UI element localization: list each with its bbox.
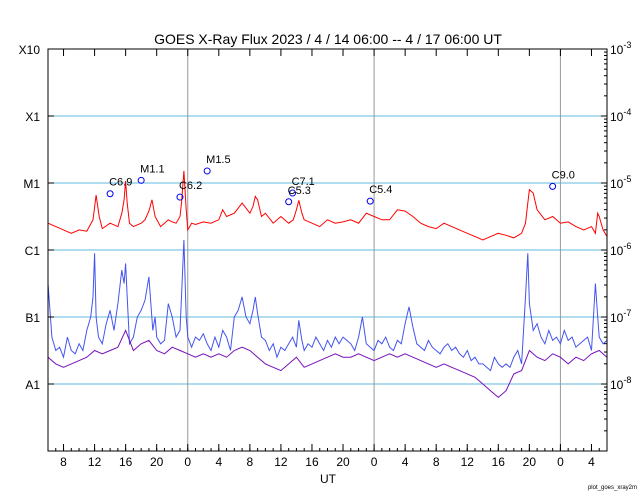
grid-layer — [48, 49, 607, 451]
x-tick-label: 4 — [215, 455, 222, 469]
flare-marker — [137, 176, 145, 184]
right-axis-label: 10-6 — [610, 241, 631, 258]
series-short-line — [47, 239, 608, 372]
x-tick-label: 12 — [461, 455, 475, 469]
flare-marker — [176, 193, 184, 201]
flare-class-label: X1 — [25, 110, 40, 124]
flare-label: C9.0 — [552, 169, 575, 181]
x-tick-label: 0 — [184, 455, 191, 469]
right-axis-exponent: -8 — [623, 375, 631, 385]
x-tick-label: 16 — [305, 455, 319, 469]
flare-label: C5.4 — [369, 184, 392, 196]
flare-class-label: C1 — [25, 244, 41, 258]
footer-label: plot_goes_xray2m — [588, 485, 637, 491]
flare-class-label: B1 — [25, 311, 40, 325]
flare-marker — [366, 197, 374, 205]
x-tick-label: 8 — [60, 455, 67, 469]
flare-class-label: M1 — [23, 177, 40, 191]
right-axis-base: 10 — [610, 244, 624, 258]
x-tick-label: 0 — [371, 455, 378, 469]
flare-marker — [203, 167, 211, 175]
right-axis-base: 10 — [610, 311, 624, 325]
x-tick-label: 0 — [557, 455, 564, 469]
right-axis-label: 10-4 — [610, 107, 631, 124]
right-axis-label: 10-8 — [610, 375, 631, 392]
right-axis-base: 10 — [610, 110, 624, 124]
x-tick-label: 12 — [274, 455, 288, 469]
right-axis-label: 10-7 — [610, 308, 631, 325]
right-axis-exponent: -4 — [623, 107, 631, 117]
right-axis-exponent: -3 — [623, 40, 631, 50]
flare-marker — [289, 189, 297, 197]
x-tick-label: 20 — [150, 455, 164, 469]
right-axis-exponent: -6 — [623, 241, 631, 251]
x-tick-label: 12 — [88, 455, 102, 469]
right-axis-label: 10-5 — [610, 174, 631, 191]
flare-class-label: A1 — [25, 378, 40, 392]
axes-layer: 8 12 16 20 0 4 8 12 16 20 0 4 8 12 16 20 0 4 X10 X1 M1 C1 B1 A1… — [19, 40, 632, 469]
flare-marker — [106, 190, 114, 198]
flare-label: C6.9 — [109, 177, 132, 189]
chart-title: GOES X-Ray Flux 2023 / 4 / 14 06:00 -- 4… — [154, 31, 502, 47]
series-long-line — [47, 170, 608, 241]
x-tick-label: 20 — [523, 455, 537, 469]
series-short-envelope-line — [47, 329, 608, 399]
flare-label: C5.3 — [288, 185, 311, 197]
flare-label: C7.1 — [292, 176, 315, 188]
x-axis-label: UT — [320, 472, 337, 486]
x-tick-label: 8 — [433, 455, 440, 469]
right-axis-exponent: -7 — [623, 308, 631, 318]
flare-label: M1.5 — [206, 154, 230, 166]
x-tick-label: 4 — [402, 455, 409, 469]
right-axis-base: 10 — [610, 177, 624, 191]
x-tick-label: 4 — [588, 455, 595, 469]
flare-label: M1.1 — [140, 163, 164, 175]
x-tick-label: 16 — [119, 455, 133, 469]
x-tick-label: 8 — [247, 455, 254, 469]
flare-marker — [285, 198, 293, 206]
annotation-layer: C6.9 M1.1 C6.2 M1.5 C7.1C5.3 C5.4 C9.0 — [106, 154, 575, 206]
right-axis-base: 10 — [610, 378, 624, 392]
right-axis-base: 10 — [610, 43, 624, 57]
x-tick-label: 16 — [492, 455, 506, 469]
right-axis-exponent: -5 — [623, 174, 631, 184]
right-axis-label: 10-3 — [610, 40, 631, 57]
flare-marker — [549, 182, 557, 190]
x-tick-label: 20 — [336, 455, 350, 469]
series-layer — [47, 170, 608, 399]
flare-class-label: X10 — [19, 43, 41, 57]
flare-label: C6.2 — [179, 180, 202, 192]
